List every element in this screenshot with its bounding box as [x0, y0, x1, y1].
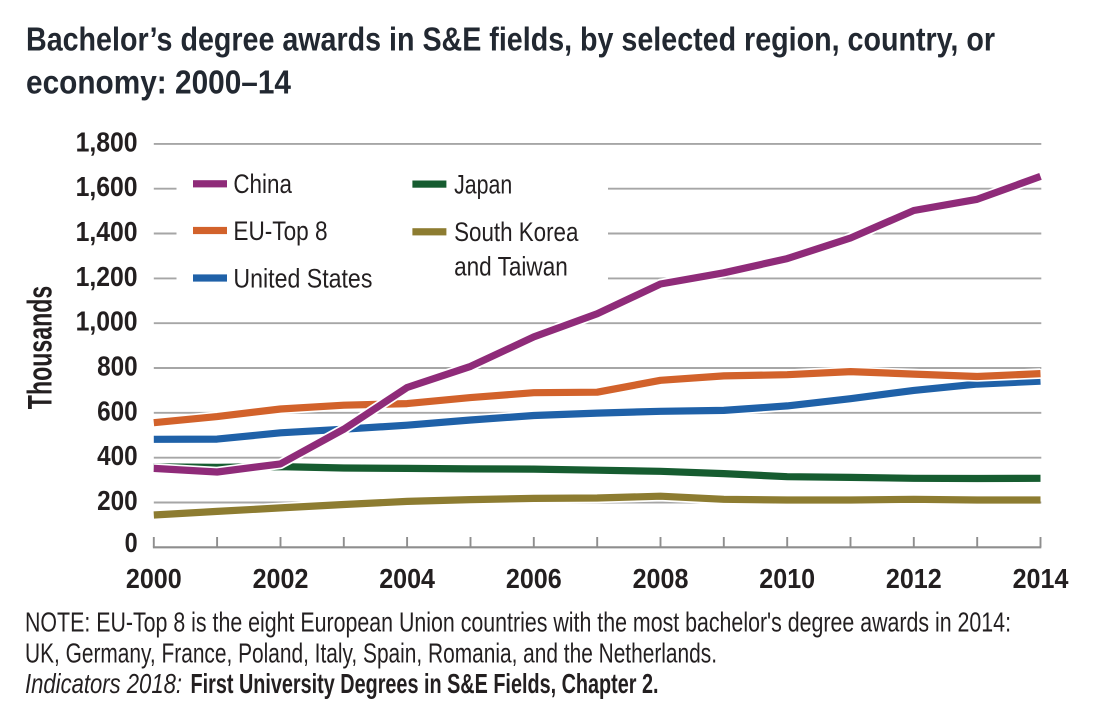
svg-text:UK, Germany, France, Poland, I: UK, Germany, France, Poland, Italy, Spai…: [25, 638, 717, 669]
svg-text:2000: 2000: [126, 563, 182, 594]
svg-text:2006: 2006: [506, 563, 562, 594]
svg-text:1,800: 1,800: [76, 126, 138, 157]
svg-text:United States: United States: [233, 263, 372, 293]
svg-text:Bachelor’s degree awards in S&: Bachelor’s degree awards in S&E fields, …: [26, 21, 995, 58]
svg-text:800: 800: [97, 351, 138, 382]
svg-text:2014: 2014: [1013, 563, 1069, 594]
svg-text:2012: 2012: [886, 563, 942, 594]
svg-text:400: 400: [97, 440, 138, 471]
svg-text:1,000: 1,000: [76, 306, 138, 337]
svg-text:2002: 2002: [253, 563, 309, 594]
svg-text:0: 0: [125, 527, 138, 558]
svg-text:2010: 2010: [759, 563, 815, 594]
svg-text:600: 600: [97, 395, 138, 426]
svg-text:2008: 2008: [633, 563, 689, 594]
svg-text:and Taiwan: and Taiwan: [454, 251, 568, 281]
svg-text:200: 200: [97, 485, 138, 516]
svg-text:First University Degrees in S&: First University Degrees in S&E Fields, …: [191, 668, 659, 699]
svg-text:1,400: 1,400: [76, 216, 138, 247]
svg-text:EU-Top 8: EU-Top 8: [233, 216, 327, 246]
svg-text:Indicators 2018:: Indicators 2018:: [25, 668, 182, 699]
svg-text:Thousands: Thousands: [22, 286, 60, 410]
svg-text:China: China: [233, 169, 292, 199]
svg-text:Japan: Japan: [454, 170, 512, 200]
svg-text:1,200: 1,200: [76, 261, 138, 292]
svg-text:NOTE: EU-Top 8 is the eight Eu: NOTE: EU-Top 8 is the eight European Uni…: [25, 607, 1011, 638]
svg-text:economy: 2000–14: economy: 2000–14: [26, 64, 292, 101]
svg-text:2004: 2004: [379, 563, 435, 594]
svg-text:1,600: 1,600: [76, 171, 138, 202]
svg-text:South Korea: South Korea: [454, 217, 579, 247]
